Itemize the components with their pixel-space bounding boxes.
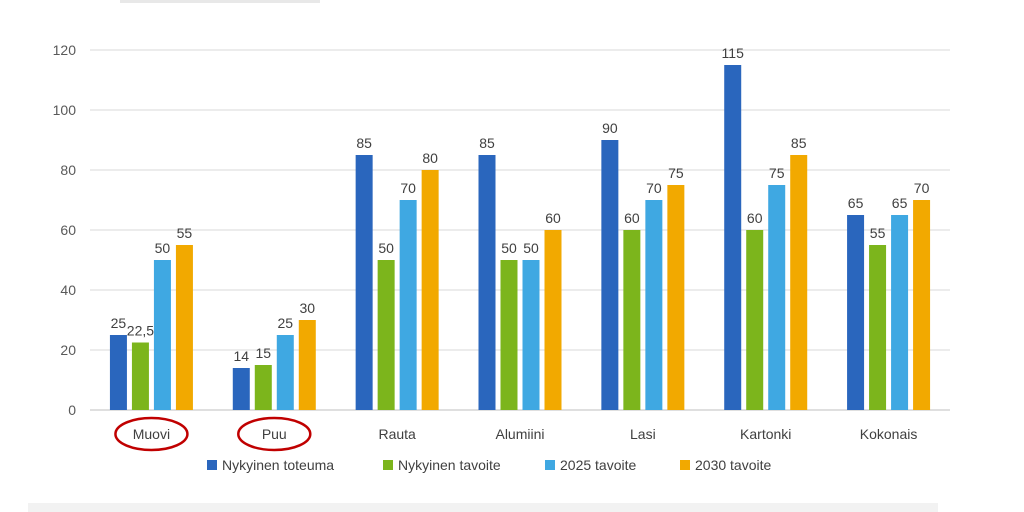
legend-label: Nykyinen tavoite xyxy=(398,457,501,473)
y-tick-label: 100 xyxy=(53,102,77,118)
data-label: 70 xyxy=(914,180,930,196)
legend-swatch xyxy=(383,460,393,470)
y-tick-label: 60 xyxy=(60,222,76,238)
bar xyxy=(254,365,272,410)
bar xyxy=(131,342,149,410)
data-label: 60 xyxy=(747,210,763,226)
category-label: Kokonais xyxy=(860,426,918,442)
bar xyxy=(175,245,193,410)
bar xyxy=(768,185,786,410)
highlight-circle xyxy=(114,416,189,452)
bar xyxy=(847,215,865,410)
data-label: 25 xyxy=(111,315,127,331)
data-label: 85 xyxy=(791,135,807,151)
bar xyxy=(913,200,931,410)
category-label: Muovi xyxy=(133,426,170,442)
data-label: 15 xyxy=(255,345,271,361)
data-label: 70 xyxy=(646,180,662,196)
data-label: 85 xyxy=(479,135,495,151)
data-label: 80 xyxy=(422,150,438,166)
legend-label: Nykyinen toteuma xyxy=(222,457,334,473)
y-tick-label: 40 xyxy=(60,282,76,298)
bar xyxy=(276,335,294,410)
data-label: 55 xyxy=(177,225,193,241)
bar xyxy=(153,260,171,410)
gridlines xyxy=(90,49,950,411)
top-cropped-strip xyxy=(120,0,320,3)
bar xyxy=(601,140,619,410)
bar xyxy=(891,215,909,410)
bar xyxy=(869,245,887,410)
category-highlights xyxy=(114,416,312,452)
category-label: Alumiini xyxy=(495,426,544,442)
y-tick-label: 80 xyxy=(60,162,76,178)
data-label: 70 xyxy=(400,180,416,196)
legend-swatch xyxy=(680,460,690,470)
data-label: 75 xyxy=(668,165,684,181)
data-label: 85 xyxy=(356,135,372,151)
bar xyxy=(623,230,641,410)
data-label: 55 xyxy=(870,225,886,241)
bar xyxy=(298,320,316,410)
bars xyxy=(109,65,931,410)
bar xyxy=(724,65,742,410)
bar xyxy=(109,335,127,410)
data-label: 50 xyxy=(501,240,517,256)
legend: Nykyinen toteuma Nykyinen tavoite 2025 tav… xyxy=(207,457,771,473)
y-axis-ticks: 0 20 40 60 80 100 120 xyxy=(53,42,77,418)
category-label: Kartonki xyxy=(740,426,791,442)
legend-label: 2030 tavoite xyxy=(695,457,771,473)
data-label: 60 xyxy=(545,210,561,226)
bar xyxy=(790,155,808,410)
bar xyxy=(355,155,373,410)
data-label: 65 xyxy=(892,195,908,211)
data-label: 22,5 xyxy=(127,323,154,339)
footer-bar xyxy=(28,503,938,512)
bar xyxy=(421,170,439,410)
bar xyxy=(399,200,417,410)
data-label: 50 xyxy=(155,240,171,256)
legend-swatch xyxy=(207,460,217,470)
bar xyxy=(232,368,250,410)
highlight-circle xyxy=(237,416,312,452)
bar xyxy=(478,155,496,410)
category-labels: Muovi Puu Rauta Alumiini Lasi Kartonki Kokonai… xyxy=(133,426,918,442)
bar xyxy=(522,260,540,410)
category-label: Lasi xyxy=(630,426,656,442)
category-label: Puu xyxy=(262,426,287,442)
data-label: 60 xyxy=(624,210,640,226)
legend-swatch xyxy=(545,460,555,470)
y-tick-label: 20 xyxy=(60,342,76,358)
bar xyxy=(544,230,562,410)
data-label: 25 xyxy=(277,315,293,331)
data-label: 30 xyxy=(299,300,315,316)
data-label: 50 xyxy=(523,240,539,256)
legend-label: 2025 tavoite xyxy=(560,457,636,473)
data-label: 90 xyxy=(602,120,618,136)
data-label: 65 xyxy=(848,195,864,211)
data-label: 14 xyxy=(233,348,249,364)
y-tick-label: 0 xyxy=(68,402,76,418)
data-label: 115 xyxy=(722,45,745,61)
data-label: 75 xyxy=(769,165,785,181)
category-label: Rauta xyxy=(378,426,416,442)
bar xyxy=(746,230,764,410)
bar xyxy=(667,185,685,410)
y-tick-label: 120 xyxy=(53,42,77,58)
bar xyxy=(645,200,663,410)
bar xyxy=(377,260,395,410)
data-label: 50 xyxy=(378,240,394,256)
bar xyxy=(500,260,518,410)
